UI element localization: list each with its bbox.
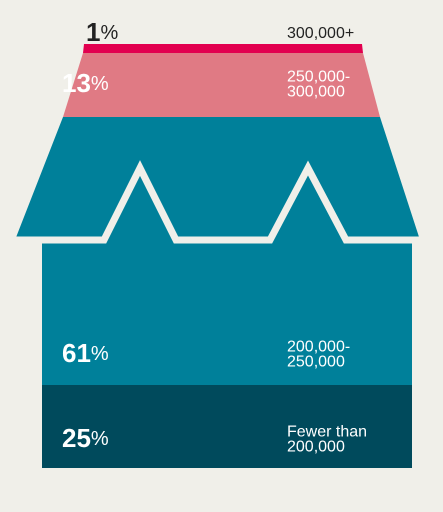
percentage-value: 25 — [62, 423, 91, 453]
top-band — [83, 44, 363, 53]
roof-line — [15, 160, 425, 244]
range-label: 250,000 — [287, 354, 345, 371]
percentage-unit: % — [91, 343, 109, 365]
percentage-value: 13 — [62, 68, 91, 98]
range-label: 200,000 — [287, 439, 345, 456]
percentage: 61% — [62, 338, 109, 368]
percentage-unit: % — [100, 22, 118, 44]
percentage-unit: % — [91, 73, 109, 95]
percentage-value: 61 — [62, 338, 91, 368]
range-label: 200,000- — [287, 339, 350, 356]
base-band — [42, 385, 412, 468]
range-label: Fewer than — [287, 424, 367, 441]
percentage: 25% — [62, 423, 109, 453]
range-label: 300,000+ — [287, 25, 354, 42]
percentage: 1% — [86, 17, 118, 47]
percentage-value: 1 — [86, 17, 100, 47]
second-band — [63, 53, 380, 117]
range-label: 300,000 — [287, 84, 345, 101]
range-label: 250,000- — [287, 69, 350, 86]
percentage-unit: % — [91, 428, 109, 450]
percentage: 13% — [62, 68, 109, 98]
